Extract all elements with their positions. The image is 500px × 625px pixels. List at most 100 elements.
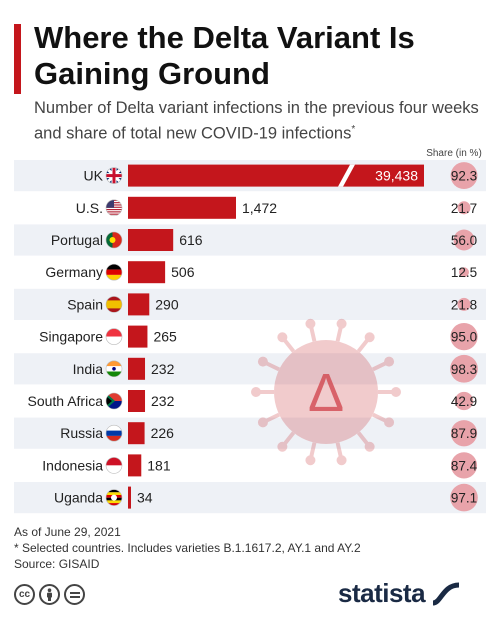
share-bubble — [450, 483, 478, 512]
bar — [128, 261, 166, 284]
bar — [128, 390, 146, 412]
value-label: 265 — [153, 329, 177, 345]
flag-icon-germany — [105, 263, 123, 281]
share-label: 87.4 — [451, 458, 478, 473]
bar-chart: Δ UK 39,438 92.3 U.S. 1,472 21.7 Portugal 616 56.… — [14, 160, 486, 514]
flag-icon-south-africa — [105, 392, 123, 410]
by-icon — [39, 584, 60, 605]
value-label: 226 — [151, 425, 175, 441]
category-label: UK — [84, 168, 104, 184]
virus-spike-tip — [336, 318, 347, 329]
page-subtitle: Number of Delta variant infections in th… — [34, 98, 484, 145]
virus-spike-tip — [277, 441, 288, 452]
share-column-header: Share (in %) — [426, 148, 482, 159]
share-bubble — [450, 420, 478, 447]
flag-icon-portugal — [105, 231, 123, 249]
bar — [128, 293, 150, 316]
virus-spike-tip — [384, 417, 395, 428]
share-bubble — [453, 229, 475, 251]
value-label: 290 — [155, 296, 179, 312]
cc-icon: cc — [14, 584, 35, 605]
virus-spike-tip — [305, 318, 316, 329]
virus-spike-tip — [391, 387, 401, 397]
virus-spike — [280, 336, 296, 353]
brand-logo[interactable]: statista — [338, 578, 461, 609]
virus-spike — [308, 323, 317, 342]
value-label: 232 — [151, 393, 175, 409]
share-bubble — [450, 452, 478, 479]
bar — [128, 422, 145, 445]
share-label: 92.3 — [451, 169, 477, 184]
bar — [128, 486, 131, 509]
bar — [128, 357, 146, 380]
share-label: 98.3 — [451, 362, 477, 377]
nd-icon — [64, 584, 85, 605]
title-accent-bar — [14, 24, 21, 94]
category-label: Russia — [60, 425, 103, 441]
virus-spike-tip — [384, 356, 395, 367]
share-label: 56.0 — [451, 233, 477, 248]
footer-notes: As of June 29, 2021 * Selected countries… — [14, 524, 361, 572]
virus-spike — [356, 336, 372, 353]
value-label: 181 — [147, 457, 171, 473]
value-label: 39,438 — [375, 168, 418, 184]
virus-spike-tip — [336, 455, 347, 466]
virus-spike-tip — [257, 417, 268, 428]
virus-spike-tip — [364, 332, 375, 343]
flag-icon-spain — [105, 296, 123, 313]
virus-spike — [335, 442, 344, 461]
category-label: South Africa — [28, 393, 104, 409]
share-label: 21.7 — [451, 201, 477, 216]
share-label: 42.9 — [451, 394, 477, 409]
category-label: Germany — [45, 264, 103, 280]
share-bubble — [457, 297, 471, 311]
share-bubble — [450, 354, 478, 383]
value-label: 34 — [137, 490, 153, 506]
row-stripe — [14, 417, 486, 449]
bar — [128, 196, 236, 219]
row-stripe — [14, 288, 486, 320]
flag-icon-u-s- — [105, 199, 123, 217]
virus-spike-tip — [364, 441, 375, 452]
share-bubble — [450, 162, 478, 190]
virus-spike — [262, 359, 281, 372]
row-stripe — [14, 353, 486, 385]
subtitle-footnote-marker: * — [351, 124, 356, 135]
axis-break-marker — [338, 164, 355, 187]
virus-spike — [308, 442, 317, 461]
brand-name: statista — [338, 578, 426, 608]
virus-spike — [335, 323, 344, 342]
row-stripe — [14, 224, 486, 256]
footer-date: As of June 29, 2021 — [14, 525, 121, 539]
share-bubble — [457, 201, 471, 215]
flag-icon-indonesia — [105, 457, 123, 474]
share-label: 97.1 — [451, 491, 477, 506]
share-bubble — [450, 322, 478, 351]
flag-icon-india — [105, 360, 123, 378]
subtitle-text: Number of Delta variant infections in th… — [34, 99, 479, 143]
category-label: Uganda — [54, 490, 103, 506]
delta-symbol: Δ — [308, 363, 344, 423]
category-label: Portugal — [51, 232, 103, 248]
value-label: 1,472 — [242, 200, 277, 216]
value-label: 232 — [151, 361, 175, 377]
share-bubble — [454, 391, 474, 411]
license-icons: cc — [14, 584, 85, 605]
virus-spike-tip — [257, 356, 268, 367]
footer-source: Source: GISAID — [14, 557, 100, 571]
virus-spike — [280, 431, 296, 448]
footer-note: * Selected countries. Includes varieties… — [14, 541, 361, 555]
virus-spike — [371, 412, 390, 425]
share-bubble — [459, 267, 469, 278]
category-label: U.S. — [76, 200, 103, 216]
row-stripe — [14, 482, 486, 514]
virus-spike-tip — [277, 332, 288, 343]
flag-icon-uk — [105, 167, 123, 184]
statista-logo-icon — [432, 582, 460, 605]
virus-spike — [262, 412, 281, 425]
category-label: Indonesia — [42, 457, 103, 473]
flag-icon-uganda — [105, 489, 123, 506]
flag-icon-singapore — [105, 328, 123, 345]
value-label: 506 — [171, 264, 195, 280]
category-label: Spain — [67, 296, 103, 312]
